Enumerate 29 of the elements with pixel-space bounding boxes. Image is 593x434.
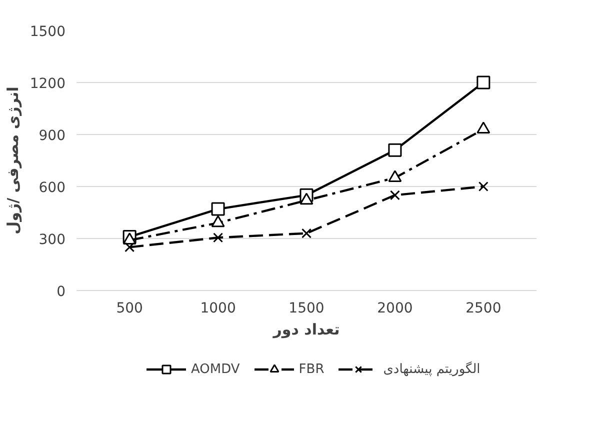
point <box>213 232 224 243</box>
point <box>476 76 490 90</box>
y-tick-label: 0 <box>56 284 66 300</box>
y-axis-title: انرژی مصرفی /ژول <box>4 86 22 234</box>
x-axis-title: تعداد دور <box>272 320 340 338</box>
point <box>211 215 225 228</box>
x-tick-label: 2000 <box>377 300 413 316</box>
point <box>478 182 488 192</box>
legend-label: FBR <box>298 362 324 376</box>
point <box>300 192 314 205</box>
point <box>124 242 135 252</box>
point <box>122 232 136 244</box>
legend-label: AOMDV <box>191 362 240 376</box>
x-tick-label: 1500 <box>288 300 324 316</box>
legend-label: الگوریتم پیشنهادی <box>383 362 480 376</box>
point <box>302 228 312 238</box>
y-tick-label: 600 <box>38 180 66 196</box>
point <box>388 170 402 182</box>
point <box>476 122 490 134</box>
x-tick-label: 500 <box>116 300 143 316</box>
y-tick-label: 1200 <box>30 76 66 92</box>
y-tick-label: 900 <box>38 128 66 144</box>
point <box>390 190 400 200</box>
point <box>211 202 225 216</box>
y-tick-label: 1500 <box>30 24 66 40</box>
x-tick-label: 2500 <box>466 300 502 316</box>
point <box>388 143 402 157</box>
y-tick-label: 300 <box>38 232 66 248</box>
x-tick-label: 1000 <box>200 300 236 316</box>
